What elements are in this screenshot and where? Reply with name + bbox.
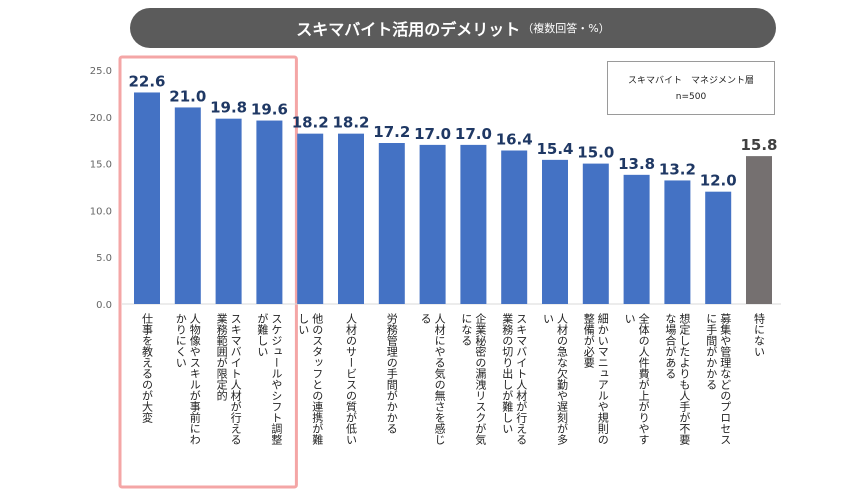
chart-title-bar: スキマバイト活用のデメリット （複数回答・%） <box>130 8 776 48</box>
legend-sample-size: n=500 <box>675 92 707 102</box>
category-label: に手間がかかる <box>705 313 718 390</box>
category-label: スケジュールやシフト調整 <box>270 313 283 445</box>
category-label: 細かいマニュアルや規則の <box>596 313 609 445</box>
category-label: い <box>542 313 555 324</box>
category-label: が難しい <box>256 313 269 357</box>
category-label: 他のスタッフとの連携が難 <box>311 313 324 445</box>
category-label: る <box>419 313 432 324</box>
category-label: 整備が必要 <box>582 312 595 369</box>
bar <box>338 133 364 304</box>
data-label: 17.0 <box>455 125 492 143</box>
data-label: 22.6 <box>128 72 165 90</box>
y-tick-label: 5.0 <box>96 253 112 264</box>
category-label: 募集や管理などのプロセス <box>719 313 732 445</box>
data-label: 17.0 <box>414 125 451 143</box>
data-label: 13.2 <box>659 160 696 178</box>
category-label: スキマバイト人材が行える <box>515 313 528 445</box>
y-tick-label: 15.0 <box>90 160 112 171</box>
bar <box>215 118 242 304</box>
category-label: い <box>623 313 636 324</box>
highlight-frame <box>118 55 298 489</box>
bar <box>582 163 609 304</box>
category-label: 仕事を教えるのが大変 <box>141 313 154 424</box>
bar <box>419 144 446 304</box>
bar <box>460 144 487 304</box>
data-label: 12.0 <box>700 172 737 190</box>
data-label: 19.6 <box>251 101 288 119</box>
y-tick-label: 0.0 <box>96 300 112 311</box>
category-label: 人物像やスキルが事前にわ <box>188 313 201 445</box>
data-label: 21.0 <box>169 87 206 105</box>
category-label: 企業秘密の漏洩リスクが気 <box>474 312 487 446</box>
category-label: 人材にやる気の無さを感じ <box>433 313 446 445</box>
category-label: かりにくい <box>174 313 187 368</box>
category-label: しい <box>297 313 310 335</box>
bar <box>174 107 201 304</box>
category-label: 想定したよりも人手が不要 <box>678 312 691 446</box>
legend-sample-label: スキマバイト マネジメント層 <box>627 76 754 86</box>
y-tick-label: 10.0 <box>90 206 112 217</box>
bar <box>501 150 528 304</box>
category-label: 人材のサービスの質が低い <box>345 313 358 445</box>
category-label: 労務管理の手間がかかる <box>385 312 398 434</box>
bar <box>542 159 568 304</box>
data-label: 16.4 <box>496 130 533 148</box>
bar <box>623 174 650 304</box>
category-label: 全体の人件費が上がりやす <box>637 312 650 445</box>
category-label: 特にない <box>753 312 766 357</box>
category-label: な場合がある <box>664 313 677 379</box>
category-label: になる <box>460 313 473 346</box>
bar <box>378 143 405 304</box>
bar <box>705 191 732 304</box>
bar <box>256 120 283 304</box>
bar <box>134 92 160 305</box>
data-label: 18.2 <box>292 114 329 132</box>
category-label: スキマバイト人材が行える <box>229 313 242 445</box>
data-label: 15.4 <box>536 140 573 158</box>
bar <box>746 156 772 304</box>
data-label: 13.8 <box>618 155 655 173</box>
y-tick-label: 25.0 <box>90 66 112 77</box>
chart-subtitle: （複数回答・%） <box>522 22 610 35</box>
bar <box>297 133 324 304</box>
data-label: 17.2 <box>373 123 410 141</box>
data-label: 15.8 <box>740 136 777 154</box>
category-label: 業務範囲が限定的 <box>215 313 228 402</box>
chart-title: スキマバイト活用のデメリット <box>296 20 521 39</box>
y-tick-label: 20.0 <box>90 113 112 124</box>
category-label: 人材の急な欠勤や遅刻が多 <box>556 313 569 446</box>
legend-box: スキマバイト マネジメント層 n=500 <box>607 61 775 115</box>
data-label: 15.0 <box>577 144 614 162</box>
data-label: 19.8 <box>210 99 247 117</box>
category-label: 業務の切り出しが難しい <box>501 313 514 434</box>
bar <box>664 180 691 304</box>
data-label: 18.2 <box>332 114 369 132</box>
